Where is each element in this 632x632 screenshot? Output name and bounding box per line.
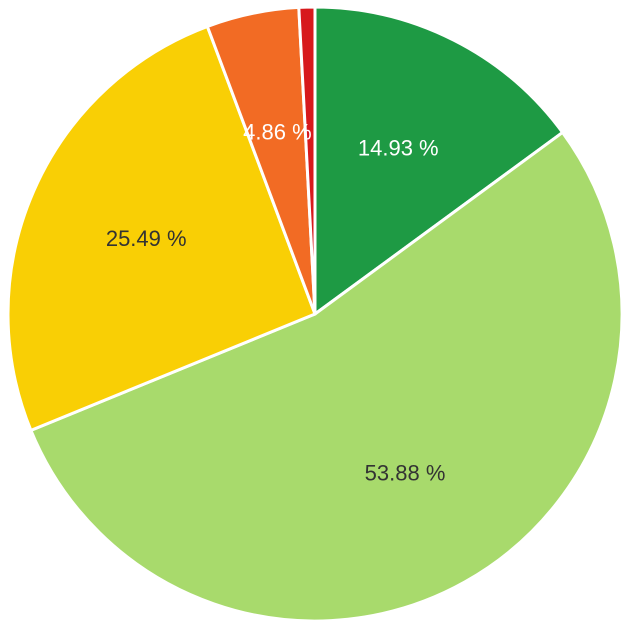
pie-slice-label-2: 53.88 % — [365, 461, 446, 486]
pie-slice-label-1: 14.93 % — [358, 136, 439, 161]
pie-slice-5 — [297, 5, 317, 316]
pie-labels: 14.93 % 53.88 % 25.49 % 4.86 % — [106, 119, 446, 485]
pie-slice-3 — [6, 24, 317, 432]
pie-slice-2 — [29, 130, 624, 623]
pie-slice-1 — [313, 5, 565, 316]
pie-slice-label-4: 4.86 % — [243, 119, 312, 144]
pie-slice-label-3: 25.49 % — [106, 226, 187, 251]
pie-slices — [6, 5, 624, 623]
